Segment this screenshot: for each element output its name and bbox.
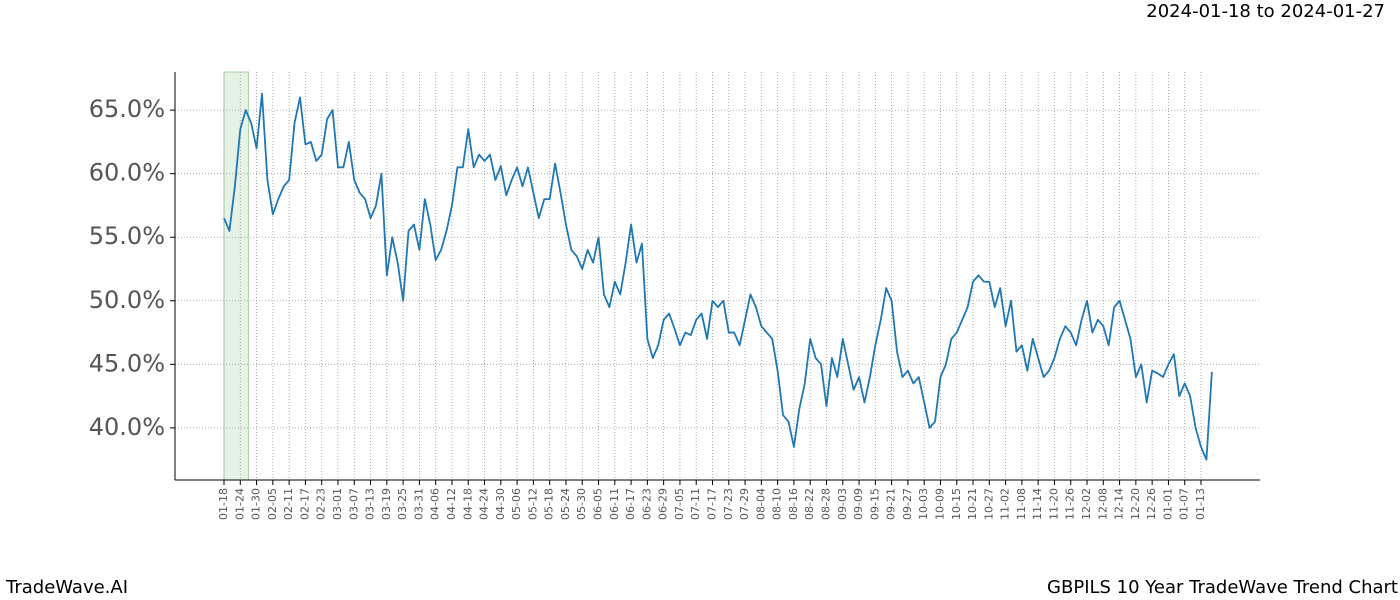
x-tick-label: 09-15 (868, 488, 881, 520)
footer-right: GBPILS 10 Year TradeWave Trend Chart (1047, 577, 1398, 598)
x-tick-label: 12-08 (1096, 488, 1109, 520)
x-tick-label: 12-14 (1113, 488, 1126, 520)
x-tick-label: 03-19 (380, 488, 393, 520)
x-tick-label: 02-23 (315, 488, 328, 520)
x-tick-label: 04-06 (429, 488, 442, 520)
y-tick-label: 40.0% (89, 413, 165, 441)
x-tick-label: 12-02 (1080, 488, 1093, 520)
x-tick-label: 12-26 (1145, 488, 1158, 520)
x-tick-label: 01-18 (217, 488, 230, 520)
x-tick-label: 08-22 (803, 488, 816, 520)
x-tick-label: 10-27 (982, 488, 995, 520)
chart-subtitle: 2024-01-18 to 2024-01-27 (1146, 1, 1385, 22)
footer-left: TradeWave.AI (5, 577, 128, 598)
x-tick-label: 06-23 (640, 488, 653, 520)
x-tick-label: 04-12 (445, 488, 458, 520)
x-tick-label: 10-15 (950, 488, 963, 520)
x-tick-label: 09-03 (836, 488, 849, 520)
x-tick-label: 06-05 (592, 488, 605, 520)
x-tick-label: 09-27 (901, 488, 914, 520)
x-tick-label: 03-13 (364, 488, 377, 520)
x-tick-label: 07-23 (722, 488, 735, 520)
x-tick-label: 05-24 (559, 488, 572, 520)
x-tick-label: 06-11 (608, 488, 621, 520)
y-tick-label: 45.0% (89, 349, 165, 377)
x-tick-label: 04-30 (494, 488, 507, 520)
x-tick-label: 10-03 (917, 488, 930, 520)
x-tick-label: 11-14 (1031, 488, 1044, 520)
x-tick-label: 09-09 (852, 488, 865, 520)
x-tick-label: 11-02 (999, 488, 1012, 520)
x-tick-label: 05-12 (526, 488, 539, 520)
x-tick-label: 06-17 (624, 488, 637, 520)
x-tick-label: 04-18 (461, 488, 474, 520)
x-tick-label: 08-10 (771, 488, 784, 520)
x-tick-label: 11-20 (1047, 488, 1060, 520)
y-tick-label: 50.0% (89, 286, 165, 314)
x-tick-label: 05-06 (510, 488, 523, 520)
x-tick-label: 10-21 (966, 488, 979, 520)
y-tick-label: 65.0% (89, 95, 165, 123)
x-tick-label: 07-17 (706, 488, 719, 520)
x-tick-label: 02-17 (298, 488, 311, 520)
trend-line (223, 92, 1213, 461)
x-tick-label: 01-01 (1161, 488, 1174, 520)
x-tick-label: 08-04 (754, 488, 767, 520)
x-tick-label: 07-29 (738, 488, 751, 520)
x-tick-label: 01-30 (250, 488, 263, 520)
x-tick-label: 06-29 (657, 488, 670, 520)
x-tick-label: 05-30 (575, 488, 588, 520)
highlight-band (223, 71, 249, 481)
x-tick-label: 03-01 (331, 488, 344, 520)
x-tick-label: 07-05 (673, 488, 686, 520)
x-tick-label: 03-07 (347, 488, 360, 520)
x-tick-label: 07-11 (689, 488, 702, 520)
y-tick-label: 55.0% (89, 222, 165, 250)
x-tick-label: 01-13 (1194, 488, 1207, 520)
x-tick-label: 12-20 (1129, 488, 1142, 520)
x-tick-label: 11-08 (1015, 488, 1028, 520)
x-tick-label: 04-24 (478, 488, 491, 520)
x-tick-label: 08-28 (819, 488, 832, 520)
x-tick-label: 03-31 (412, 488, 425, 520)
x-tick-label: 02-11 (282, 488, 295, 520)
x-tick-label: 03-25 (396, 488, 409, 520)
x-tick-label: 02-05 (266, 488, 279, 520)
x-tick-label: 01-24 (233, 488, 246, 520)
x-tick-label: 01-07 (1178, 488, 1191, 520)
x-tick-label: 11-26 (1064, 488, 1077, 520)
x-tick-label: 09-21 (885, 488, 898, 520)
y-tick-label: 60.0% (89, 159, 165, 187)
x-tick-label: 05-18 (543, 488, 556, 520)
x-tick-label: 10-09 (933, 488, 946, 520)
x-tick-label: 08-16 (787, 488, 800, 520)
